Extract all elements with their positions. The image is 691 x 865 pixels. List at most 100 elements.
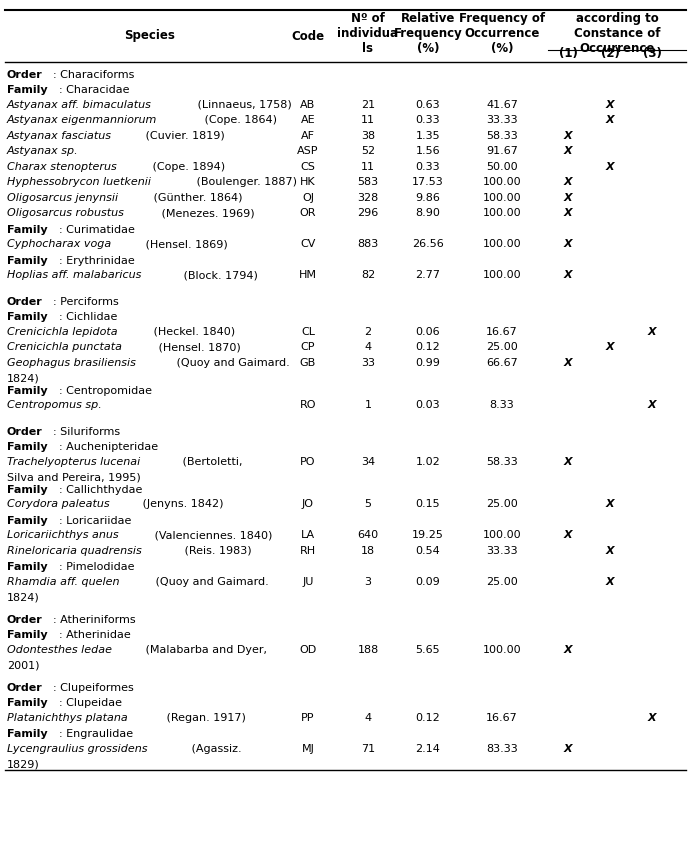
Text: (Block. 1794): (Block. 1794) (180, 271, 258, 280)
Text: 33.33: 33.33 (486, 546, 518, 556)
Text: 16.67: 16.67 (486, 327, 518, 336)
Text: JO: JO (302, 499, 314, 509)
Text: X: X (564, 530, 572, 541)
Text: : Clupeiformes: : Clupeiformes (53, 683, 134, 693)
Text: (Linnaeus, 1758): (Linnaeus, 1758) (194, 99, 292, 110)
Text: : Characiforms: : Characiforms (53, 70, 135, 80)
Text: X: X (564, 358, 572, 368)
Text: Hyphessobrycon luetkenii: Hyphessobrycon luetkenii (7, 177, 151, 188)
Text: Astyanax fasciatus: Astyanax fasciatus (7, 131, 112, 141)
Text: 188: 188 (357, 645, 379, 655)
Text: : Pimelodidae: : Pimelodidae (59, 562, 135, 573)
Text: 4: 4 (364, 713, 372, 723)
Text: 0.09: 0.09 (415, 577, 440, 586)
Text: 33.33: 33.33 (486, 115, 518, 125)
Text: 2.14: 2.14 (415, 744, 440, 754)
Text: 3: 3 (364, 577, 372, 586)
Text: X: X (564, 177, 572, 188)
Text: 38: 38 (361, 131, 375, 141)
Text: Family: Family (7, 386, 48, 396)
Text: 1824): 1824) (7, 593, 40, 602)
Text: 2: 2 (364, 327, 372, 336)
Text: Order: Order (7, 615, 43, 625)
Text: 883: 883 (357, 240, 379, 249)
Text: 100.00: 100.00 (483, 530, 521, 541)
Text: 4: 4 (364, 343, 372, 352)
Text: (1): (1) (558, 48, 578, 61)
Text: 50.00: 50.00 (486, 162, 518, 172)
Text: 58.33: 58.33 (486, 131, 518, 141)
Text: RO: RO (300, 400, 316, 410)
Text: : Erythrinidae: : Erythrinidae (59, 256, 135, 266)
Text: Astyanax sp.: Astyanax sp. (7, 146, 79, 157)
Text: 17.53: 17.53 (412, 177, 444, 188)
Text: AE: AE (301, 115, 315, 125)
Text: : Curimatidae: : Curimatidae (59, 225, 135, 235)
Text: 1.35: 1.35 (416, 131, 440, 141)
Text: : Atherinidae: : Atherinidae (59, 631, 131, 640)
Text: X: X (564, 193, 572, 203)
Text: : Engraulidae: : Engraulidae (59, 729, 133, 740)
Text: (Quoy and Gaimard.: (Quoy and Gaimard. (152, 577, 269, 586)
Text: AF: AF (301, 131, 315, 141)
Text: Family: Family (7, 698, 48, 708)
Text: 19.25: 19.25 (412, 530, 444, 541)
Text: X: X (606, 115, 614, 125)
Text: Order: Order (7, 297, 43, 307)
Text: HK: HK (300, 177, 316, 188)
Text: : Clupeidae: : Clupeidae (59, 698, 122, 708)
Text: (Günther. 1864): (Günther. 1864) (151, 193, 243, 203)
Text: Hoplias aff. malabaricus: Hoplias aff. malabaricus (7, 271, 142, 280)
Text: AB: AB (301, 99, 316, 110)
Text: Family: Family (7, 562, 48, 573)
Text: : Auchenipteridae: : Auchenipteridae (59, 443, 158, 452)
Text: Family: Family (7, 256, 48, 266)
Text: (Valenciennes. 1840): (Valenciennes. 1840) (151, 530, 272, 541)
Text: : Characidae: : Characidae (59, 86, 130, 95)
Text: Geophagus brasiliensis: Geophagus brasiliensis (7, 358, 136, 368)
Text: 0.12: 0.12 (415, 343, 440, 352)
Text: (2): (2) (600, 48, 619, 61)
Text: Crenicichla lepidota: Crenicichla lepidota (7, 327, 117, 336)
Text: Family: Family (7, 443, 48, 452)
Text: 2001): 2001) (7, 660, 39, 670)
Text: (Bertoletti,: (Bertoletti, (179, 457, 243, 467)
Text: Family: Family (7, 225, 48, 235)
Text: : Siluriforms: : Siluriforms (53, 427, 120, 437)
Text: HM: HM (299, 271, 317, 280)
Text: 52: 52 (361, 146, 375, 157)
Text: X: X (606, 99, 614, 110)
Text: X: X (564, 645, 572, 655)
Text: 100.00: 100.00 (483, 193, 521, 203)
Text: 0.54: 0.54 (415, 546, 440, 556)
Text: X: X (564, 744, 572, 754)
Text: X: X (647, 400, 656, 410)
Text: Astyanax aff. bimaculatus: Astyanax aff. bimaculatus (7, 99, 152, 110)
Text: X: X (647, 327, 656, 336)
Text: Lycengraulius grossidens: Lycengraulius grossidens (7, 744, 147, 754)
Text: 328: 328 (357, 193, 379, 203)
Text: PO: PO (301, 457, 316, 467)
Text: (Agassiz.: (Agassiz. (188, 744, 242, 754)
Text: JU: JU (302, 577, 314, 586)
Text: X: X (606, 546, 614, 556)
Text: OD: OD (299, 645, 316, 655)
Text: 34: 34 (361, 457, 375, 467)
Text: OJ: OJ (302, 193, 314, 203)
Text: : Cichlidae: : Cichlidae (59, 312, 117, 323)
Text: CS: CS (301, 162, 315, 172)
Text: Platanichthys platana: Platanichthys platana (7, 713, 128, 723)
Text: Crenicichla punctata: Crenicichla punctata (7, 343, 122, 352)
Text: (Menezes. 1969): (Menezes. 1969) (158, 208, 254, 218)
Text: 83.33: 83.33 (486, 744, 518, 754)
Text: 296: 296 (357, 208, 379, 218)
Text: Charax stenopterus: Charax stenopterus (7, 162, 117, 172)
Text: (Hensel. 1870): (Hensel. 1870) (155, 343, 241, 352)
Text: : Callichthydae: : Callichthydae (59, 485, 143, 495)
Text: 1829): 1829) (7, 759, 40, 769)
Text: : Loricariidae: : Loricariidae (59, 516, 132, 526)
Text: (Heckel. 1840): (Heckel. 1840) (150, 327, 235, 336)
Text: Rhamdia aff. quelen: Rhamdia aff. quelen (7, 577, 120, 586)
Text: Nº of
individua
ls: Nº of individua ls (337, 12, 399, 55)
Text: : Centropomidae: : Centropomidae (59, 386, 153, 396)
